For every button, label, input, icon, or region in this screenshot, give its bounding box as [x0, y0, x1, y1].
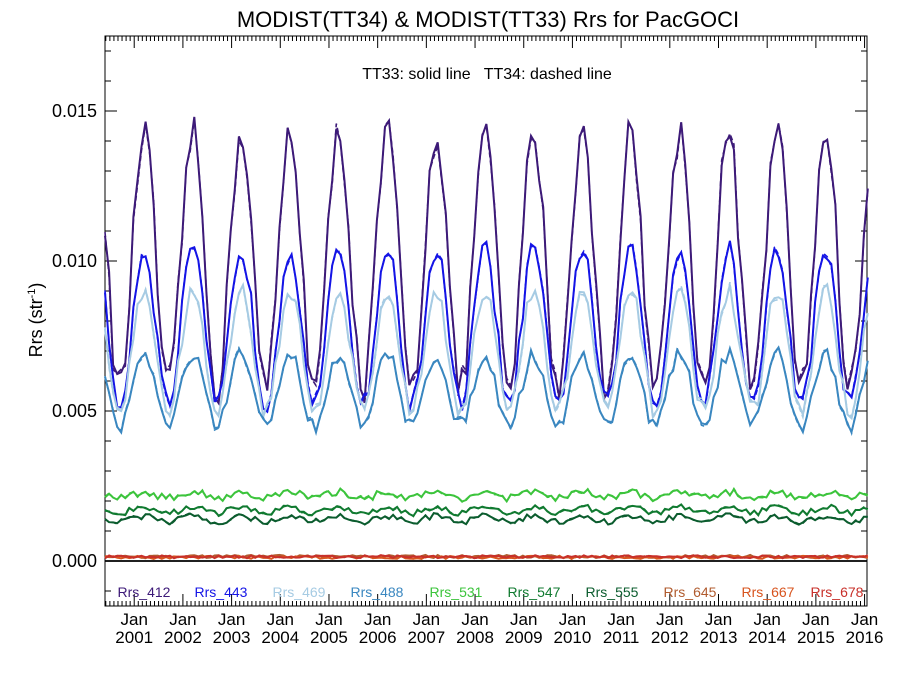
x-tick-month: Jan — [802, 610, 829, 629]
y-axis-label-text: Rrs (str — [26, 298, 46, 357]
series-line-tt34 — [104, 118, 869, 405]
x-tick-year: 2007 — [407, 628, 445, 647]
x-tick-month: Jan — [559, 610, 586, 629]
series-line-tt33 — [104, 239, 869, 414]
annotation: TT33: solid line TT34: dashed line — [362, 66, 612, 83]
x-tick-month: Jan — [315, 610, 342, 629]
x-tick-month: Jan — [218, 610, 245, 629]
x-tick-year: 2005 — [310, 628, 348, 647]
series-line-tt33 — [104, 487, 869, 504]
x-tick-month: Jan — [364, 610, 391, 629]
series-line-tt33 — [104, 281, 869, 421]
series-line-tt33 — [104, 344, 869, 436]
y-tick-label: 0.010 — [52, 251, 97, 271]
x-tick-month: Jan — [753, 610, 780, 629]
series-lines — [104, 116, 869, 561]
y-tick-label: 0.015 — [52, 101, 97, 121]
y-axis-label-sup: -1 — [26, 289, 38, 299]
plot-frame — [104, 35, 868, 607]
x-tick-year: 2004 — [261, 628, 299, 647]
legend-entry: Rrs_443 — [195, 584, 248, 600]
x-tick-month: Jan — [461, 610, 488, 629]
legend-entry: Rrs_531 — [430, 584, 483, 600]
x-tick-year: 2008 — [456, 628, 494, 647]
axis-ticks: 0.0000.0050.0100.015Jan2001Jan2002Jan200… — [52, 36, 884, 647]
legend-entry: Rrs_667 — [742, 584, 795, 600]
x-tick-month: Jan — [510, 610, 537, 629]
series-line-tt34 — [104, 241, 869, 414]
x-tick-month: Jan — [705, 610, 732, 629]
x-tick-year: 2013 — [700, 628, 738, 647]
x-tick-month: Jan — [656, 610, 683, 629]
x-tick-year: 2014 — [748, 628, 786, 647]
x-tick-month: Jan — [851, 610, 878, 629]
x-tick-year: 2001 — [115, 628, 153, 647]
legend-entry: Rrs_412 — [118, 584, 171, 600]
chart-title: MODIST(TT34) & MODIST(TT33) Rrs for PacG… — [237, 7, 739, 32]
y-tick-label: 0.000 — [52, 551, 97, 571]
y-tick-label: 0.005 — [52, 401, 97, 421]
y-axis-label: Rrs (str-1) — [26, 283, 46, 358]
x-tick-month: Jan — [413, 610, 440, 629]
x-tick-month: Jan — [169, 610, 196, 629]
y-axis-label-close: ) — [26, 283, 46, 289]
series-line-tt33 — [104, 554, 869, 560]
legend-entry: Rrs_469 — [273, 584, 326, 600]
legend: Rrs_412 Rrs_443 Rrs_469 Rrs_488 Rrs_531 Rrs_5… — [118, 584, 864, 600]
x-tick-year: 2012 — [651, 628, 689, 647]
legend-entry: Rrs_645 — [664, 584, 717, 600]
x-tick-year: 2010 — [554, 628, 592, 647]
legend-entry: Rrs_555 — [586, 584, 639, 600]
series-line-tt33 — [104, 512, 868, 526]
x-tick-year: 2009 — [505, 628, 543, 647]
x-tick-month: Jan — [267, 610, 294, 629]
x-tick-month: Jan — [121, 610, 148, 629]
x-tick-month: Jan — [607, 610, 634, 629]
series-line-tt33 — [104, 503, 869, 518]
x-tick-year: 2002 — [164, 628, 202, 647]
x-tick-year: 2016 — [846, 628, 884, 647]
legend-entry: Rrs_547 — [508, 584, 561, 600]
x-tick-year: 2003 — [213, 628, 251, 647]
legend-entry: Rrs_488 — [351, 584, 404, 600]
legend-entry: Rrs_678 — [811, 584, 864, 600]
x-tick-year: 2011 — [603, 628, 640, 647]
x-tick-year: 2006 — [359, 628, 397, 647]
x-tick-year: 2015 — [797, 628, 835, 647]
series-line-tt33 — [104, 116, 869, 406]
